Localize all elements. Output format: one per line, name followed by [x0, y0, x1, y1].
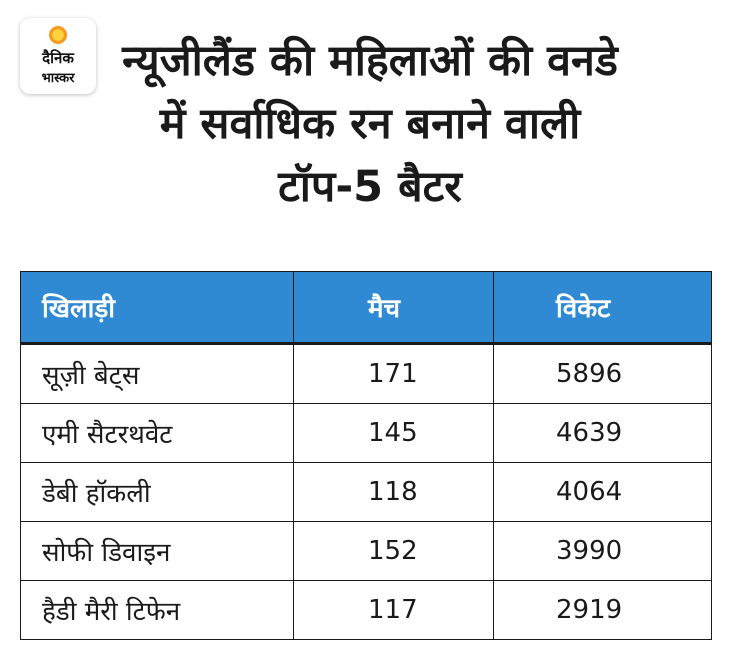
sun-logo-icon: [49, 26, 67, 44]
player-name-cell: हैडी मैरी टिफेन: [20, 580, 294, 640]
wickets-cell: 3990: [493, 521, 712, 581]
wickets-cell: 4064: [493, 462, 712, 522]
table-row: सूज़ी बेट्स 171 5896: [20, 343, 712, 404]
table-row: हैडी मैरी टिफेन 117 2919: [20, 580, 712, 640]
player-name-cell: सूज़ी बेट्स: [20, 343, 294, 404]
column-header-matches: मैच: [293, 271, 494, 345]
table-row: एमी सैटरथवेट 145 4639: [20, 403, 712, 463]
stats-table: खिलाड़ी मैच विकेट सूज़ी बेट्स 171 5896 ए…: [20, 271, 712, 640]
player-name-cell: सोफी डिवाइन: [20, 521, 294, 581]
table-row: डेबी हॉकली 118 4064: [20, 462, 712, 522]
page-title: न्यूजीलैंड की महिलाओं की वनडे में सर्वाध…: [122, 36, 618, 212]
wickets-cell: 5896: [493, 343, 712, 404]
logo-text-line1: दैनिक: [42, 49, 74, 67]
matches-cell: 152: [293, 521, 494, 581]
brand-logo: दैनिक भास्कर: [20, 18, 96, 94]
player-name-cell: डेबी हॉकली: [20, 462, 294, 522]
column-header-wickets: विकेट: [493, 271, 712, 345]
logo-text-line2: भास्कर: [41, 71, 75, 86]
wickets-cell: 2919: [493, 580, 712, 640]
matches-cell: 118: [293, 462, 494, 522]
matches-cell: 171: [293, 343, 494, 404]
matches-cell: 117: [293, 580, 494, 640]
table-header-row: खिलाड़ी मैच विकेट: [20, 271, 712, 345]
wickets-cell: 4639: [493, 403, 712, 463]
player-name-cell: एमी सैटरथवेट: [20, 403, 294, 463]
table-row: सोफी डिवाइन 152 3990: [20, 521, 712, 581]
matches-cell: 145: [293, 403, 494, 463]
column-header-player: खिलाड़ी: [20, 271, 294, 345]
